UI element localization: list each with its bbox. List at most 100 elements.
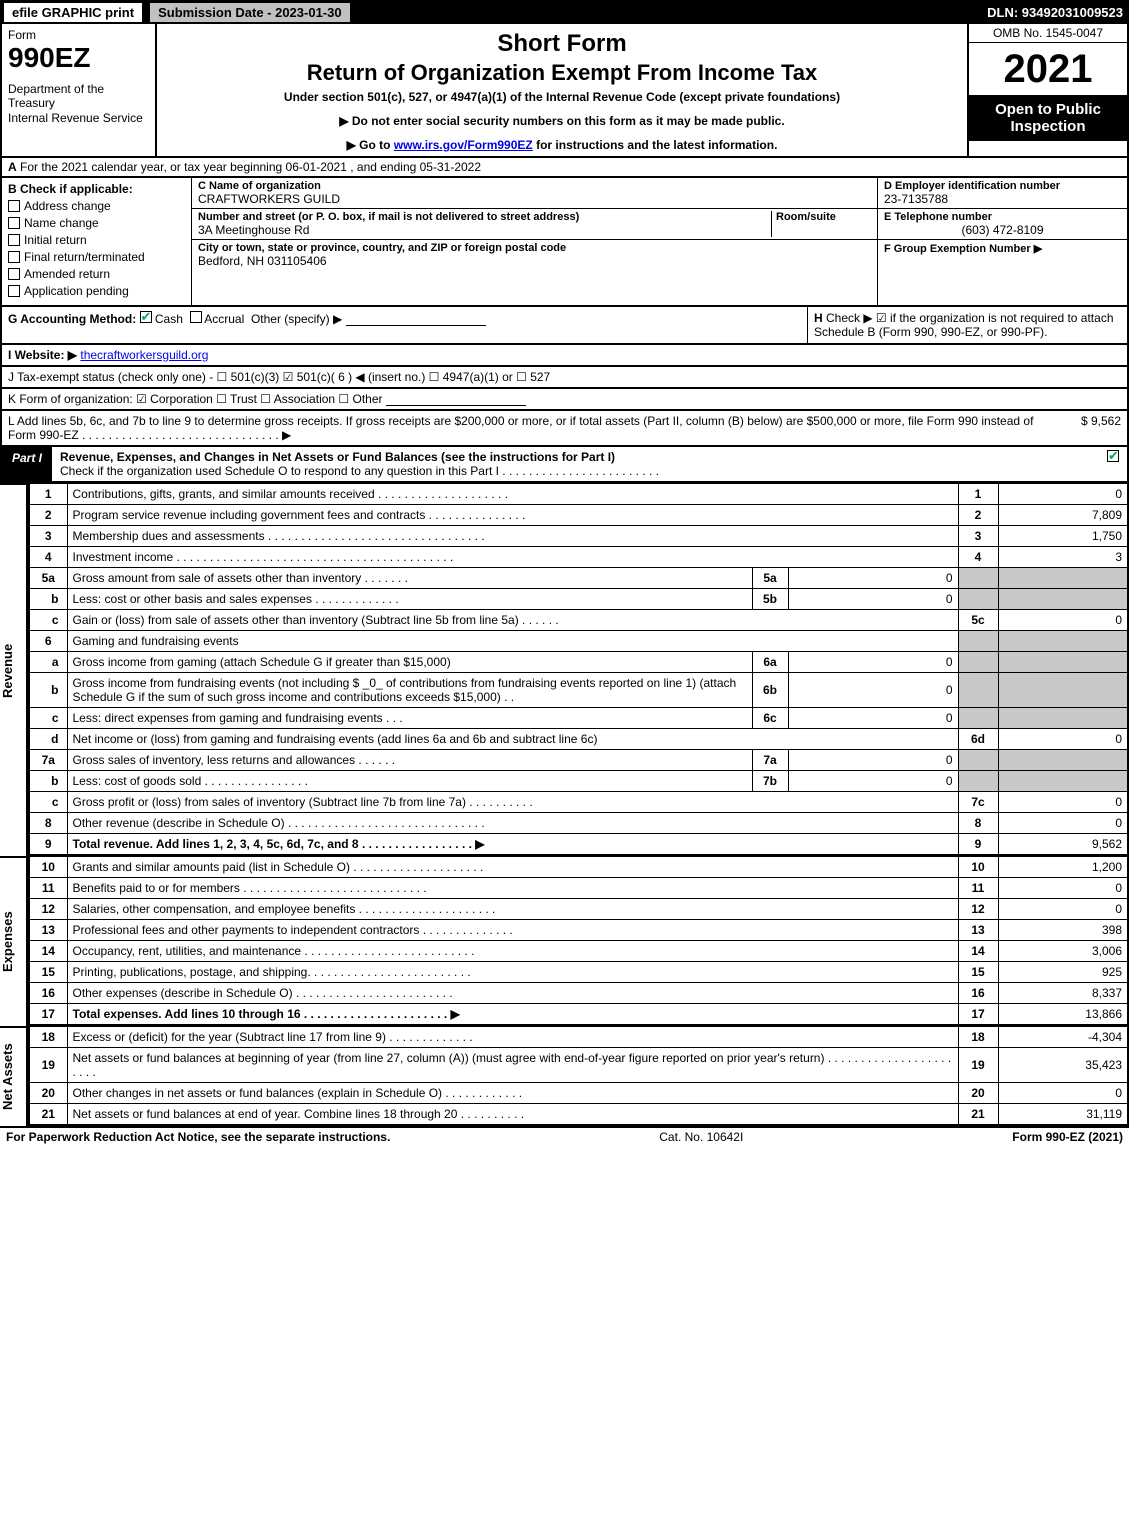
line-num: 3 (29, 526, 67, 547)
line-desc: Membership dues and assessments . . . . … (67, 526, 958, 547)
net-assets-section: Net Assets 18Excess or (deficit) for the… (0, 1026, 1129, 1126)
g-accounting: G Accounting Method: Cash Accrual Other … (2, 307, 807, 343)
chk-final-return[interactable]: Final return/terminated (8, 250, 185, 264)
note-goto-post: for instructions and the latest informat… (533, 138, 778, 152)
chk-label-3: Final return/terminated (24, 250, 145, 264)
irs-link[interactable]: www.irs.gov/Form990EZ (394, 138, 533, 152)
d-ein-lbl: D Employer identification number (884, 180, 1121, 192)
line-17: 17Total expenses. Add lines 10 through 1… (29, 1004, 1128, 1026)
line-num: b (29, 771, 67, 792)
line-8: 8Other revenue (describe in Schedule O) … (29, 813, 1128, 834)
b-check-label: Check if applicable: (20, 182, 133, 196)
org-city: Bedford, NH 031105406 (198, 254, 871, 268)
grey-cell (998, 652, 1128, 673)
line-7c: cGross profit or (loss) from sales of in… (29, 792, 1128, 813)
line-num: d (29, 729, 67, 750)
line-num: 10 (29, 857, 67, 878)
g-cash: Cash (155, 312, 183, 326)
c-room-lbl: Room/suite (776, 211, 871, 223)
top-bar: efile GRAPHIC print Submission Date - 20… (0, 0, 1129, 24)
line-num: 7a (29, 750, 67, 771)
h-text: Check ▶ ☑ if the organization is not req… (814, 311, 1114, 339)
checkbox-cash[interactable] (140, 311, 152, 323)
line-num: b (29, 673, 67, 708)
grey-cell (958, 631, 998, 652)
line-desc: Net assets or fund balances at beginning… (67, 1048, 958, 1083)
website-link[interactable]: thecraftworkersguild.org (80, 348, 208, 362)
checkbox-icon[interactable] (8, 217, 20, 229)
form-word: Form (8, 28, 149, 42)
line-midval: 0 (788, 652, 958, 673)
row-gh: G Accounting Method: Cash Accrual Other … (0, 307, 1129, 345)
checkbox-icon[interactable] (8, 285, 20, 297)
line-num: 17 (29, 1004, 67, 1026)
col-b: B Check if applicable: Address change Na… (2, 178, 192, 305)
line-rtnum: 17 (958, 1004, 998, 1026)
line-16: 16Other expenses (describe in Schedule O… (29, 983, 1128, 1004)
page-footer: For Paperwork Reduction Act Notice, see … (0, 1126, 1129, 1146)
line-desc: Less: cost of goods sold . . . . . . . .… (67, 771, 752, 792)
grey-cell (958, 568, 998, 589)
line-midnum: 7a (752, 750, 788, 771)
checkbox-icon[interactable] (8, 234, 20, 246)
chk-amended-return[interactable]: Amended return (8, 267, 185, 281)
chk-label-0: Address change (24, 199, 111, 213)
line-num: 13 (29, 920, 67, 941)
chk-label-5: Application pending (24, 284, 129, 298)
dln-label: DLN: 93492031009523 (987, 5, 1123, 20)
line-desc: Printing, publications, postage, and shi… (67, 962, 958, 983)
line-desc: Gross income from gaming (attach Schedul… (67, 652, 752, 673)
line-7b: bLess: cost of goods sold . . . . . . . … (29, 771, 1128, 792)
line-rtval: 0 (998, 610, 1128, 631)
row-k: K Form of organization: ☑ Corporation ☐ … (0, 389, 1129, 411)
line-rtnum: 2 (958, 505, 998, 526)
chk-name-change[interactable]: Name change (8, 216, 185, 230)
k-other-blank[interactable] (386, 405, 526, 406)
g-other-blank[interactable] (346, 325, 486, 326)
line-midnum: 6a (752, 652, 788, 673)
line-desc: Excess or (deficit) for the year (Subtra… (67, 1027, 958, 1048)
header-mid: Short Form Return of Organization Exempt… (157, 24, 967, 156)
line-desc: Program service revenue including govern… (67, 505, 958, 526)
line-rtnum: 9 (958, 834, 998, 856)
line-num: 6 (29, 631, 67, 652)
grey-cell (998, 631, 1128, 652)
line-rtval: 9,562 (998, 834, 1128, 856)
line-2: 2Program service revenue including gover… (29, 505, 1128, 526)
line-6d: dNet income or (loss) from gaming and fu… (29, 729, 1128, 750)
grey-cell (958, 750, 998, 771)
chk-initial-return[interactable]: Initial return (8, 233, 185, 247)
tax-year: 2021 (969, 43, 1127, 95)
d-tel-lbl: E Telephone number (884, 211, 1121, 223)
line-num: 2 (29, 505, 67, 526)
sidebar-revenue: Revenue (0, 483, 28, 856)
chk-application-pending[interactable]: Application pending (8, 284, 185, 298)
k-text: K Form of organization: ☑ Corporation ☐ … (8, 392, 383, 406)
line-desc: Grants and similar amounts paid (list in… (67, 857, 958, 878)
col-d: D Employer identification number 23-7135… (877, 178, 1127, 305)
line-desc: Benefits paid to or for members . . . . … (67, 878, 958, 899)
line-13: 13Professional fees and other payments t… (29, 920, 1128, 941)
efile-print-label[interactable]: efile GRAPHIC print (4, 3, 142, 22)
line-num: 21 (29, 1104, 67, 1126)
g-accrual: Accrual (204, 312, 244, 326)
chk-address-change[interactable]: Address change (8, 199, 185, 213)
line-20: 20Other changes in net assets or fund ba… (29, 1083, 1128, 1104)
checkbox-schedule-o[interactable] (1107, 450, 1119, 462)
part1-title-text: Revenue, Expenses, and Changes in Net As… (60, 450, 615, 464)
checkbox-icon[interactable] (8, 200, 20, 212)
line-5a: 5aGross amount from sale of assets other… (29, 568, 1128, 589)
line-rtval: 0 (998, 484, 1128, 505)
line-rtval: 3,006 (998, 941, 1128, 962)
dept-label: Department of the Treasury Internal Reve… (8, 82, 149, 125)
line-desc: Gross sales of inventory, less returns a… (67, 750, 752, 771)
line-num: 11 (29, 878, 67, 899)
checkbox-icon[interactable] (8, 251, 20, 263)
line-num: 4 (29, 547, 67, 568)
checkbox-icon[interactable] (8, 268, 20, 280)
checkbox-accrual[interactable] (190, 311, 202, 323)
line-14: 14Occupancy, rent, utilities, and mainte… (29, 941, 1128, 962)
line-midval: 0 (788, 708, 958, 729)
l-text: L Add lines 5b, 6c, and 7b to line 9 to … (8, 414, 1041, 442)
line-desc: Less: direct expenses from gaming and fu… (67, 708, 752, 729)
